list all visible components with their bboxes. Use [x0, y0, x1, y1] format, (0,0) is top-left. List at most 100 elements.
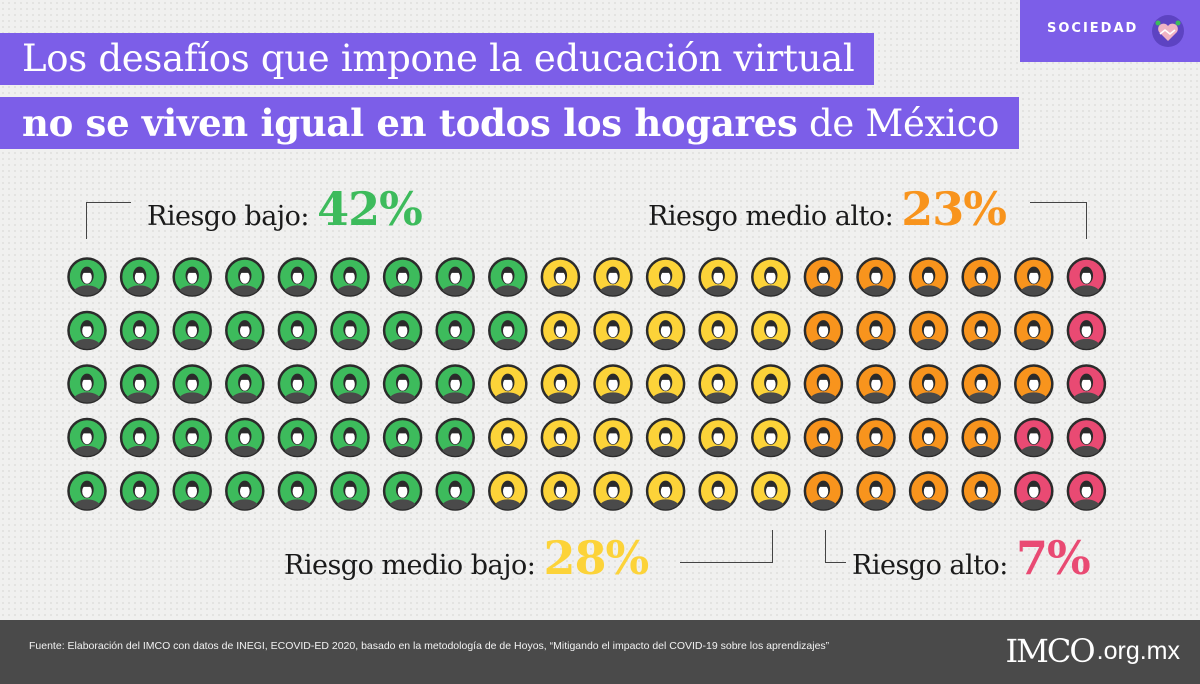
person-icon-medio_bajo: [751, 310, 791, 351]
person-icon-bajo: [382, 310, 423, 351]
person-icon-bajo: [225, 471, 265, 511]
person-icon-bajo: [330, 417, 370, 458]
person-icon-medio_alto: [856, 471, 896, 511]
handshake-heart-icon: [1152, 15, 1184, 47]
bracket-riesgo-alto: [825, 530, 846, 563]
person-icon-bajo: [277, 417, 318, 458]
person-icon-bajo: [277, 364, 318, 404]
person-icon-medio_bajo: [698, 310, 738, 351]
person-icon-medio_alto: [803, 364, 844, 404]
person-icon-bajo: [488, 257, 528, 297]
person-icon-alto: [1066, 471, 1107, 511]
person-icon-medio_bajo: [645, 310, 686, 351]
person-icon-medio_alto: [961, 364, 1001, 404]
person-icon-alto: [1014, 471, 1054, 511]
person-icon-bajo: [435, 417, 475, 458]
person-icon-medio_bajo: [540, 364, 581, 404]
person-icon-bajo: [172, 364, 212, 404]
person-icon-bajo: [330, 257, 370, 297]
person-icon-medio_alto: [803, 257, 844, 297]
person-icon-medio_bajo: [645, 417, 686, 458]
person-icon-bajo: [67, 257, 107, 297]
person-icon-bajo: [488, 310, 528, 351]
person-icon-medio_alto: [961, 417, 1001, 458]
person-icon-bajo: [119, 471, 160, 511]
person-icon-medio_bajo: [593, 310, 633, 351]
person-icon-bajo: [277, 257, 318, 297]
person-icon-bajo: [382, 471, 423, 511]
person-icon-bajo: [225, 257, 265, 297]
person-icon-medio_bajo: [645, 364, 686, 404]
person-icon-bajo: [382, 257, 423, 297]
person-icon-medio_alto: [803, 471, 844, 511]
label-riesgo-medio-alto-name: Riesgo medio alto:: [648, 201, 902, 232]
person-icon-bajo: [225, 417, 265, 458]
person-icon-medio_bajo: [488, 471, 528, 511]
person-icon-medio_alto: [803, 310, 844, 351]
person-icon-medio_alto: [908, 310, 949, 351]
person-icon-medio_bajo: [751, 471, 791, 511]
person-icon-bajo: [382, 417, 423, 458]
label-riesgo-alto: Riesgo alto: 7%: [852, 531, 1091, 585]
person-icon-medio_alto: [1014, 257, 1054, 297]
person-icon-bajo: [67, 310, 107, 351]
person-icon-bajo: [67, 417, 107, 458]
person-icon-medio_bajo: [540, 417, 581, 458]
label-riesgo-alto-name: Riesgo alto:: [852, 550, 1016, 581]
person-icon-medio_bajo: [751, 417, 791, 458]
person-icon-medio_bajo: [593, 257, 633, 297]
title-line-1-text: Los desafíos que impone la educación vir…: [22, 37, 855, 80]
person-icon-medio_bajo: [540, 257, 581, 297]
person-icon-bajo: [119, 417, 160, 458]
label-riesgo-medio-bajo: Riesgo medio bajo: 28%: [284, 531, 649, 585]
person-icon-bajo: [67, 364, 107, 404]
person-icon-medio_bajo: [645, 471, 686, 511]
title-line-2: no se viven igual en todos los hogares d…: [0, 97, 1020, 149]
person-icon-medio_bajo: [698, 417, 738, 458]
person-icon-bajo: [119, 310, 160, 351]
person-icon-bajo: [277, 310, 318, 351]
person-icon-bajo: [67, 471, 107, 511]
section-label: SOCIEDAD: [1047, 21, 1139, 36]
imco-logo: IMCO .org.mx: [1006, 632, 1180, 670]
label-riesgo-medio-bajo-pct: 28%: [543, 531, 649, 585]
label-riesgo-alto-pct: 7%: [1015, 531, 1091, 585]
person-icon-medio_bajo: [698, 257, 738, 297]
person-icon-medio_alto: [856, 257, 896, 297]
footer: Fuente: Elaboración del IMCO con datos d…: [0, 620, 1200, 684]
person-icon-medio_bajo: [698, 471, 738, 511]
person-icon-medio_alto: [856, 417, 896, 458]
person-icon-bajo: [435, 310, 475, 351]
person-icon-medio_alto: [856, 364, 896, 404]
person-icon-medio_bajo: [488, 417, 528, 458]
source-note: Fuente: Elaboración del IMCO con datos d…: [29, 640, 830, 652]
label-riesgo-medio-bajo-name: Riesgo medio bajo:: [284, 550, 544, 581]
person-icon-bajo: [172, 310, 212, 351]
person-icon-medio_alto: [908, 417, 949, 458]
person-icon-medio_bajo: [698, 364, 738, 404]
person-icon-bajo: [225, 364, 265, 404]
person-icon-bajo: [435, 471, 475, 511]
person-icon-medio_bajo: [593, 364, 633, 404]
person-icon-medio_bajo: [488, 364, 528, 404]
person-icon-alto: [1014, 417, 1054, 458]
person-icon-medio_alto: [1014, 310, 1054, 351]
person-icon-medio_alto: [856, 310, 896, 351]
person-icon-alto: [1066, 257, 1107, 297]
person-icon-bajo: [330, 364, 370, 404]
person-icon-medio_alto: [908, 257, 949, 297]
bracket-riesgo-medio-alto: [1030, 202, 1087, 239]
title-line-2-rest: de México: [797, 102, 1000, 145]
person-icon-medio_bajo: [751, 364, 791, 404]
section-badge: SOCIEDAD: [1020, 0, 1200, 62]
person-icon-bajo: [277, 471, 318, 511]
person-icon-medio_alto: [961, 310, 1001, 351]
label-riesgo-bajo-pct: 42%: [317, 182, 423, 236]
label-riesgo-bajo: Riesgo bajo: 42%: [147, 182, 423, 236]
bracket-riesgo-bajo: [86, 202, 131, 239]
person-icon-bajo: [382, 364, 423, 404]
person-icon-medio_bajo: [540, 471, 581, 511]
bracket-riesgo-medio-bajo: [680, 530, 773, 563]
person-icon-bajo: [172, 257, 212, 297]
person-icon-bajo: [435, 364, 475, 404]
